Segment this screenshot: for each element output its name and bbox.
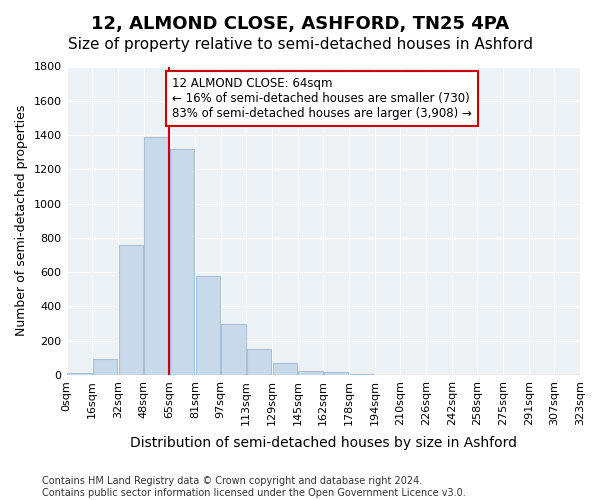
Bar [221, 324, 245, 375]
Bar [272, 363, 297, 375]
Bar [350, 374, 374, 375]
Text: 12, ALMOND CLOSE, ASHFORD, TN25 4PA: 12, ALMOND CLOSE, ASHFORD, TN25 4PA [91, 15, 509, 33]
Bar [170, 148, 194, 375]
Bar [119, 244, 143, 375]
Text: Contains HM Land Registry data © Crown copyright and database right 2024.
Contai: Contains HM Land Registry data © Crown c… [42, 476, 466, 498]
Bar [196, 276, 220, 375]
Y-axis label: Number of semi-detached properties: Number of semi-detached properties [15, 105, 28, 336]
Text: Size of property relative to semi-detached houses in Ashford: Size of property relative to semi-detach… [67, 38, 533, 52]
Bar [67, 373, 92, 375]
Text: 12 ALMOND CLOSE: 64sqm
← 16% of semi-detached houses are smaller (730)
83% of se: 12 ALMOND CLOSE: 64sqm ← 16% of semi-det… [172, 78, 472, 120]
X-axis label: Distribution of semi-detached houses by size in Ashford: Distribution of semi-detached houses by … [130, 436, 517, 450]
Bar [324, 372, 349, 375]
Bar [298, 370, 323, 375]
Bar [247, 349, 271, 375]
Bar [144, 136, 169, 375]
Bar [93, 360, 117, 375]
